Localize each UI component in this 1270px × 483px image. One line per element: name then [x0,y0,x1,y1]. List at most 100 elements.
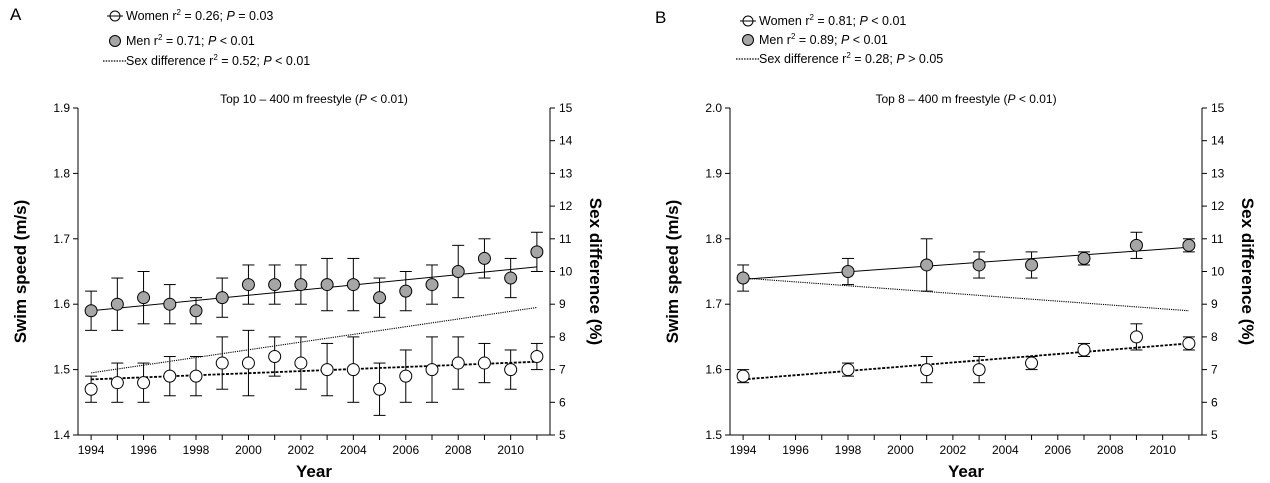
data-point-women [294,356,308,370]
y2-tick-label: 7 [559,363,566,377]
legend-entry-p: < 0.01 [849,33,888,47]
data-point-men [1129,238,1143,252]
y2-tick-label: 14 [559,134,573,148]
legend-entry-name: Women r [126,9,176,23]
data-point-women [189,369,203,383]
data-point-women [137,376,151,390]
x-tick-label: 2006 [1044,443,1071,457]
legend-superscript: 2 [158,33,163,42]
chart-title-tail: < 0.01) [1016,92,1057,106]
y2-tick-label: 5 [1211,428,1218,442]
chart-title-tail: < 0.01) [367,92,408,106]
data-point-women [451,356,465,370]
x-tick-label: 1994 [730,443,757,457]
y-axis-title: Swim speed (m/s) [11,200,30,344]
data-point-men [972,258,986,272]
x-tick-label: 2002 [940,443,967,457]
legend-entry-p: < 0.01 [868,14,907,28]
chart-title-main: Top 10 – 400 m freestyle ( [220,92,359,106]
data-point-women [163,369,177,383]
legend-entry-stat: = 0.81; [814,14,860,28]
trend-line-women [743,342,1189,381]
legend-entry-p: < 0.01 [216,34,255,48]
data-point-men [294,278,308,292]
trend-line-sex-difference [743,277,1189,312]
x-tick-label: 1998 [835,443,862,457]
trend-line-sex-difference [91,306,537,374]
legend-entry-name: Men r [126,34,158,48]
x-tick-label: 1998 [183,443,210,457]
legend-entry: Sex difference r2 = 0.28; P > 0.05 [759,51,943,66]
data-point-women [320,363,334,377]
legend-entry-stat: = 0.28; [851,52,897,66]
y-tick-label: 1.5 [53,363,70,377]
x-tick-label: 1996 [130,443,157,457]
y2-axis-title: Sex difference (%) [1238,198,1257,345]
y2-tick-label: 11 [559,232,572,246]
y2-tick-label: 6 [559,395,566,409]
x-tick-label: 1996 [782,443,809,457]
legend-entry-stat: = 0.89; [795,33,841,47]
data-point-women [530,350,544,364]
y2-tick-label: 11 [1211,232,1224,246]
y2-tick-label: 10 [559,265,573,279]
y-tick-label: 1.5 [705,428,722,442]
chart-title: Top 10 – 400 m freestyle (P < 0.01) [220,92,408,106]
x-tick-label: 2004 [992,443,1019,457]
x-tick-label: 2004 [340,443,367,457]
data-point-men [399,284,413,298]
y-tick-label: 1.7 [705,297,722,311]
data-point-women [1129,330,1143,344]
panel-letter: A [10,5,22,24]
y-tick-label: 1.9 [705,166,722,180]
data-point-men [373,291,387,305]
y-tick-label: 1.6 [705,363,722,377]
x-tick-label: 2010 [497,443,524,457]
data-point-men [346,278,360,292]
data-point-men [215,291,229,305]
y-tick-label: 1.7 [53,232,70,246]
legend-entry-name: Sex difference r [126,54,213,68]
y-tick-label: 2.0 [705,101,722,115]
legend-p-symbol: P [208,34,217,48]
data-point-women [504,363,518,377]
x-tick-label: 2002 [288,443,315,457]
data-point-women [241,356,255,370]
data-point-men [320,278,334,292]
data-point-men [920,258,934,272]
y2-tick-label: 9 [559,297,566,311]
legend-entry: Men r2 = 0.89; P < 0.01 [759,32,888,47]
data-point-men [841,265,855,278]
data-point-men [451,265,465,278]
data-point-men [137,291,151,305]
legend-entry-p: < 0.01 [272,54,311,68]
legend: Women r2 = 0.26; P = 0.03 Men r2 = 0.71; … [103,8,310,68]
data-point-women [373,382,387,396]
y2-tick-label: 13 [1211,166,1225,180]
y2-tick-label: 7 [1211,363,1218,377]
y2-tick-label: 9 [1211,297,1218,311]
data-point-men [504,271,518,285]
trend-line-men [743,246,1189,280]
legend-entry-p: > 0.05 [905,52,944,66]
data-point-men [1077,251,1091,265]
y2-tick-label: 15 [1211,101,1225,115]
data-point-men [241,278,255,292]
legend-entry: Men r2 = 0.71; P < 0.01 [126,33,255,48]
data-point-men [110,297,124,311]
y2-tick-label: 8 [559,330,566,344]
chart-title: Top 8 – 400 m freestyle (P < 0.01) [875,92,1056,106]
data-point-women [215,356,229,370]
data-point-women [477,356,491,370]
y-tick-label: 1.6 [53,297,70,311]
legend-entry: Women r2 = 0.26; P = 0.03 [126,8,273,23]
legend-superscript: 2 [809,13,814,22]
data-point-men [1182,238,1196,252]
legend-p-symbol: P [841,33,850,47]
legend-entry-name: Men r [759,33,791,47]
y-axis-title: Swim speed (m/s) [663,200,682,344]
y-tick-label: 1.9 [53,101,70,115]
data-point-women [972,363,986,377]
x-tick-label: 2010 [1149,443,1176,457]
